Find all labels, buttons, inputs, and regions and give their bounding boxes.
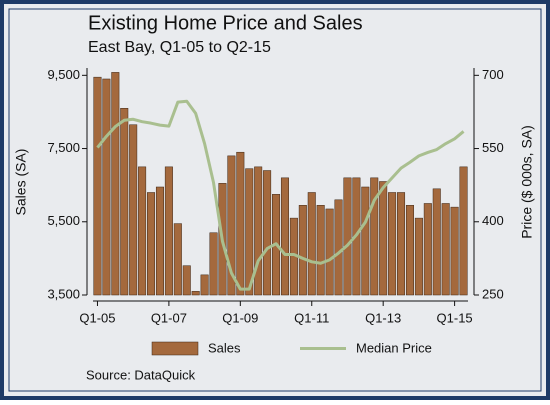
y2-axis-label: Price ($ 000s, SA) — [519, 125, 535, 239]
bar — [325, 208, 334, 296]
price-line — [96, 99, 465, 291]
bar — [405, 205, 414, 296]
y-tick-label: 5,500 — [47, 213, 80, 228]
bar — [361, 186, 370, 296]
y2-tick-label: 550 — [482, 140, 504, 155]
chart-title: Existing Home Price and Sales — [88, 12, 363, 34]
bar — [138, 166, 147, 296]
legend-label: Sales — [208, 340, 241, 355]
bar — [432, 188, 441, 296]
bar — [147, 192, 156, 296]
legend-label: Median Price — [356, 340, 432, 355]
bar — [227, 155, 236, 296]
bar — [423, 203, 432, 296]
bar — [370, 177, 379, 296]
y-tick-label: 7,500 — [47, 140, 80, 155]
x-tick-label: Q1-11 — [294, 310, 329, 325]
bar — [173, 223, 182, 296]
bar — [441, 203, 450, 296]
y2-tick-label: 250 — [482, 286, 504, 301]
bar — [111, 72, 120, 296]
bar — [120, 108, 129, 296]
y2-tick-label: 700 — [482, 67, 504, 82]
y-axis-label: Sales (SA) — [13, 149, 29, 216]
bar — [155, 186, 164, 296]
bar — [298, 205, 307, 296]
x-tick-label: Q1-05 — [79, 310, 115, 325]
bar — [191, 291, 200, 296]
bar — [102, 78, 111, 296]
bar — [245, 168, 254, 296]
x-tick-label: Q1-07 — [151, 310, 187, 325]
source: Source: DataQuick — [86, 367, 196, 382]
bar — [379, 181, 388, 296]
y-tick-label: 9,500 — [47, 67, 80, 82]
bar — [343, 177, 352, 296]
y2-tick-label: 400 — [482, 213, 504, 228]
y-tick-label: 3,500 — [47, 286, 80, 301]
bar — [307, 192, 316, 296]
bar — [129, 124, 138, 296]
bar — [450, 206, 459, 296]
bar — [388, 192, 397, 296]
chart-subtitle: East Bay, Q1-05 to Q2-15 — [88, 39, 271, 56]
bar — [280, 177, 289, 296]
x-tick-label: Q1-13 — [365, 310, 401, 325]
x-tick-label: Q1-15 — [437, 310, 473, 325]
bar — [254, 166, 263, 296]
bar — [236, 151, 245, 296]
bar — [209, 232, 218, 296]
bar — [200, 274, 209, 296]
bar — [182, 265, 191, 296]
bar — [459, 166, 468, 296]
inner-frame — [8, 8, 542, 392]
bar — [334, 199, 343, 296]
bar — [93, 76, 102, 296]
bar — [164, 166, 173, 296]
x-tick-label: Q1-09 — [222, 310, 258, 325]
bar — [414, 217, 423, 296]
bar — [397, 192, 406, 296]
bar — [263, 170, 272, 296]
bar — [316, 205, 325, 296]
legend-swatch — [151, 341, 199, 356]
